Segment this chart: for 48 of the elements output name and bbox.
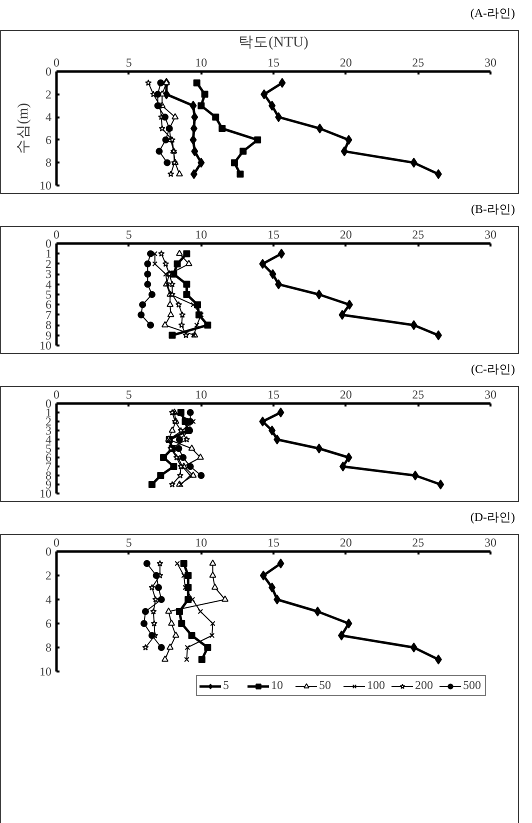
- legend-label: 10: [271, 678, 284, 693]
- legend-label: 100: [367, 678, 386, 693]
- x-tick-label: 10: [195, 56, 208, 70]
- y-tick-label: 0: [46, 64, 52, 78]
- legend-label: 500: [463, 678, 482, 693]
- x-tick-label: 15: [268, 388, 280, 402]
- x-tick-label: 20: [340, 536, 352, 550]
- y-tick-label: 4: [46, 110, 52, 124]
- x-tick-label: 20: [340, 228, 352, 242]
- y-tick-label: 4: [46, 592, 52, 606]
- x-tick-label: 25: [412, 536, 424, 550]
- x-tick-label: 25: [412, 56, 424, 70]
- y-tick-label: 10: [40, 664, 52, 678]
- x-tick-label: 25: [412, 228, 424, 242]
- x-tick-label: 10: [195, 228, 208, 242]
- x-tick-label: 5: [126, 388, 132, 402]
- y-tick-label: 2: [46, 568, 52, 582]
- x-tick-label: 15: [268, 228, 280, 242]
- x-tick-label: 30: [484, 56, 496, 70]
- y-tick-label: 6: [46, 132, 52, 147]
- legend-label: 200: [415, 678, 434, 693]
- x-tick-label: 20: [340, 56, 352, 70]
- x-tick-label: 5: [126, 536, 132, 550]
- x-tick-label: 10: [195, 388, 208, 402]
- y-tick-label: 8: [46, 640, 52, 654]
- chart-title: (D-라인): [470, 509, 515, 526]
- x-tick-label: 25: [412, 388, 424, 402]
- legend-label: 50: [319, 678, 332, 693]
- x-tick-label: 5: [126, 56, 132, 70]
- x-tick-label: 30: [484, 388, 496, 402]
- x-tick-label: 30: [484, 228, 496, 242]
- y-tick-label: 10: [40, 178, 52, 192]
- x-tick-label: 30: [484, 536, 496, 550]
- y-tick-label: 0: [46, 544, 52, 558]
- legend-label: 5: [223, 678, 230, 693]
- x-tick-label: 20: [340, 388, 352, 402]
- chart-title: (B-라인): [471, 201, 515, 218]
- y-tick-label: 6: [46, 616, 52, 630]
- x-axis-title: 탁도(NTU): [238, 34, 309, 50]
- x-tick-label: 5: [126, 228, 132, 242]
- x-tick-label: 10: [195, 536, 208, 550]
- y-tick-label: 2: [46, 87, 52, 102]
- chart-title: (A-라인): [470, 5, 515, 22]
- y-tick-label: 8: [46, 156, 52, 170]
- y-axis-title: 수심(m): [16, 102, 32, 154]
- chart-title: (C-라인): [471, 361, 515, 378]
- x-tick-label: 15: [268, 56, 280, 70]
- x-tick-label: 15: [268, 536, 280, 550]
